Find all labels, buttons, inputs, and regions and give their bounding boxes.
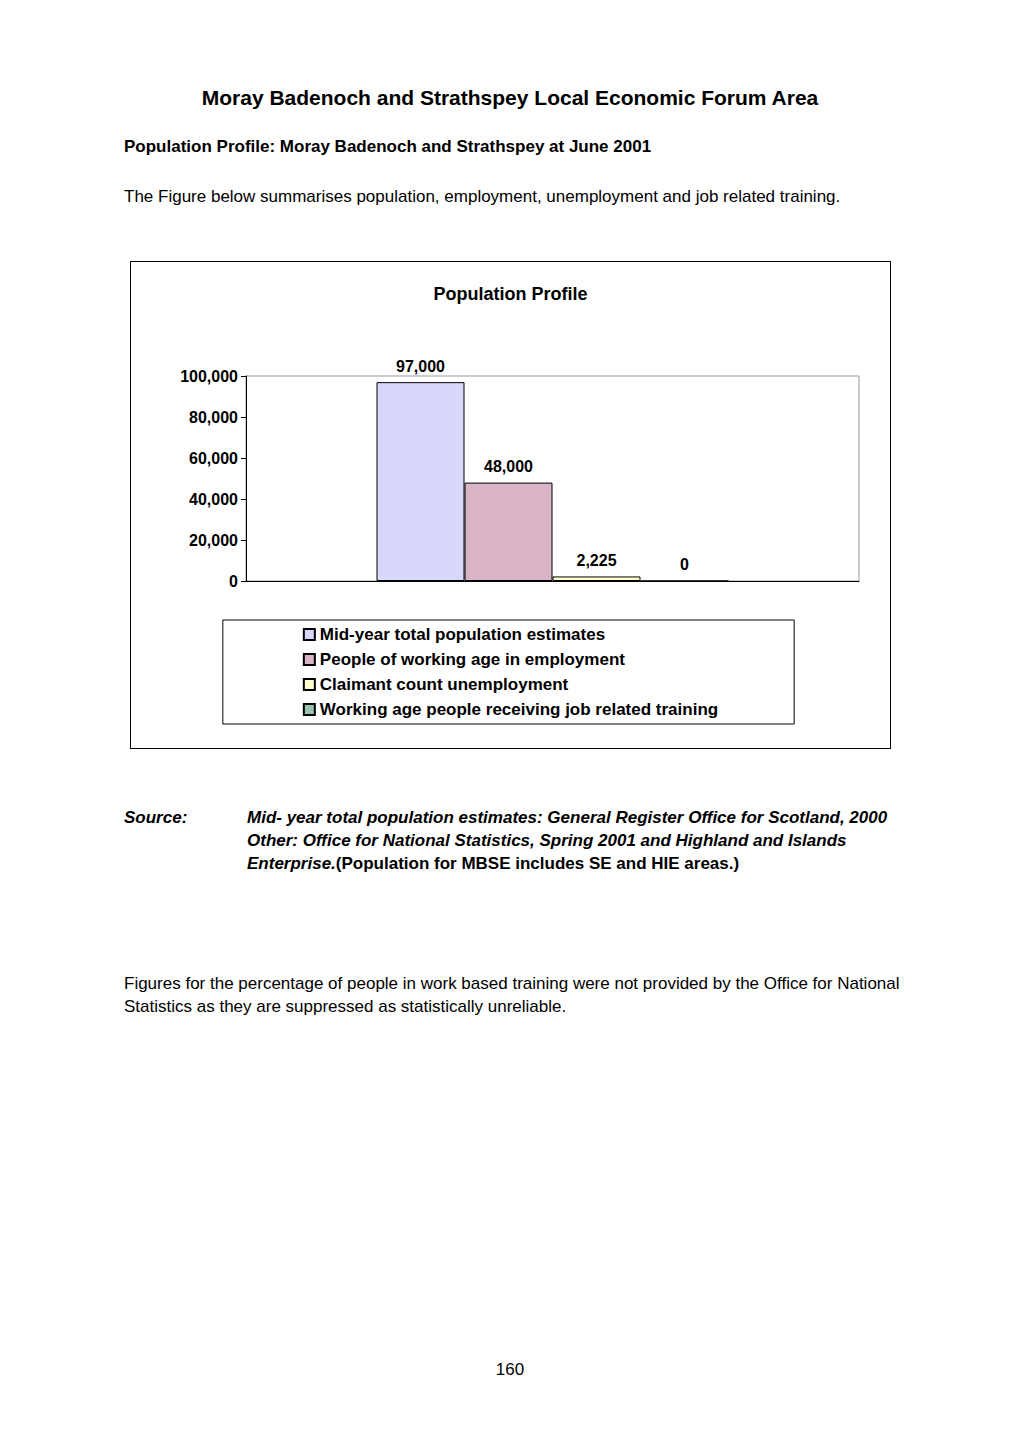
html-text:Other: Office for National Sta: Other: Office for National Statistics, S…	[247, 831, 847, 873]
html-text:Source:: Source:	[124, 808, 188, 827]
svg-text:48,000: 48,000	[484, 458, 533, 475]
html-text:The Figure below summarises po: The Figure below summarises population, …	[124, 187, 841, 206]
html-text:Mid- year total population est: Mid- year total population estimates: Ge…	[247, 808, 888, 827]
svg-text:97,000: 97,000	[396, 358, 445, 375]
html-text:Figures for the percentage of: Figures for the percentage of people in …	[124, 974, 900, 1016]
svg-text:100,000: 100,000	[180, 368, 238, 385]
html-text:Population Profile: Moray Bade: Population Profile: Moray Badenoch and S…	[124, 137, 652, 156]
svg-text:0: 0	[680, 556, 689, 573]
svg-text:Mid-year total population esti: Mid-year total population estimates	[320, 625, 605, 644]
svg-text:40,000: 40,000	[189, 491, 238, 508]
svg-text:Population Profile: Population Profile	[433, 284, 587, 304]
html-text:Moray Badenoch and Strathspey: Moray Badenoch and Strathspey Local Econ…	[201, 86, 819, 109]
html-text:160: 160	[495, 1360, 525, 1379]
svg-text:0: 0	[229, 573, 238, 590]
svg-text:80,000: 80,000	[189, 409, 238, 426]
svg-text:2,225: 2,225	[576, 552, 616, 569]
svg-text:20,000: 20,000	[189, 532, 238, 549]
svg-text:Claimant count unemployment: Claimant count unemployment	[320, 675, 569, 694]
svg-text:Working age people receiving j: Working age people receiving job related…	[320, 700, 718, 719]
svg-text:60,000: 60,000	[189, 450, 238, 467]
svg-text:People of working age in emplo: People of working age in employment	[320, 650, 625, 669]
